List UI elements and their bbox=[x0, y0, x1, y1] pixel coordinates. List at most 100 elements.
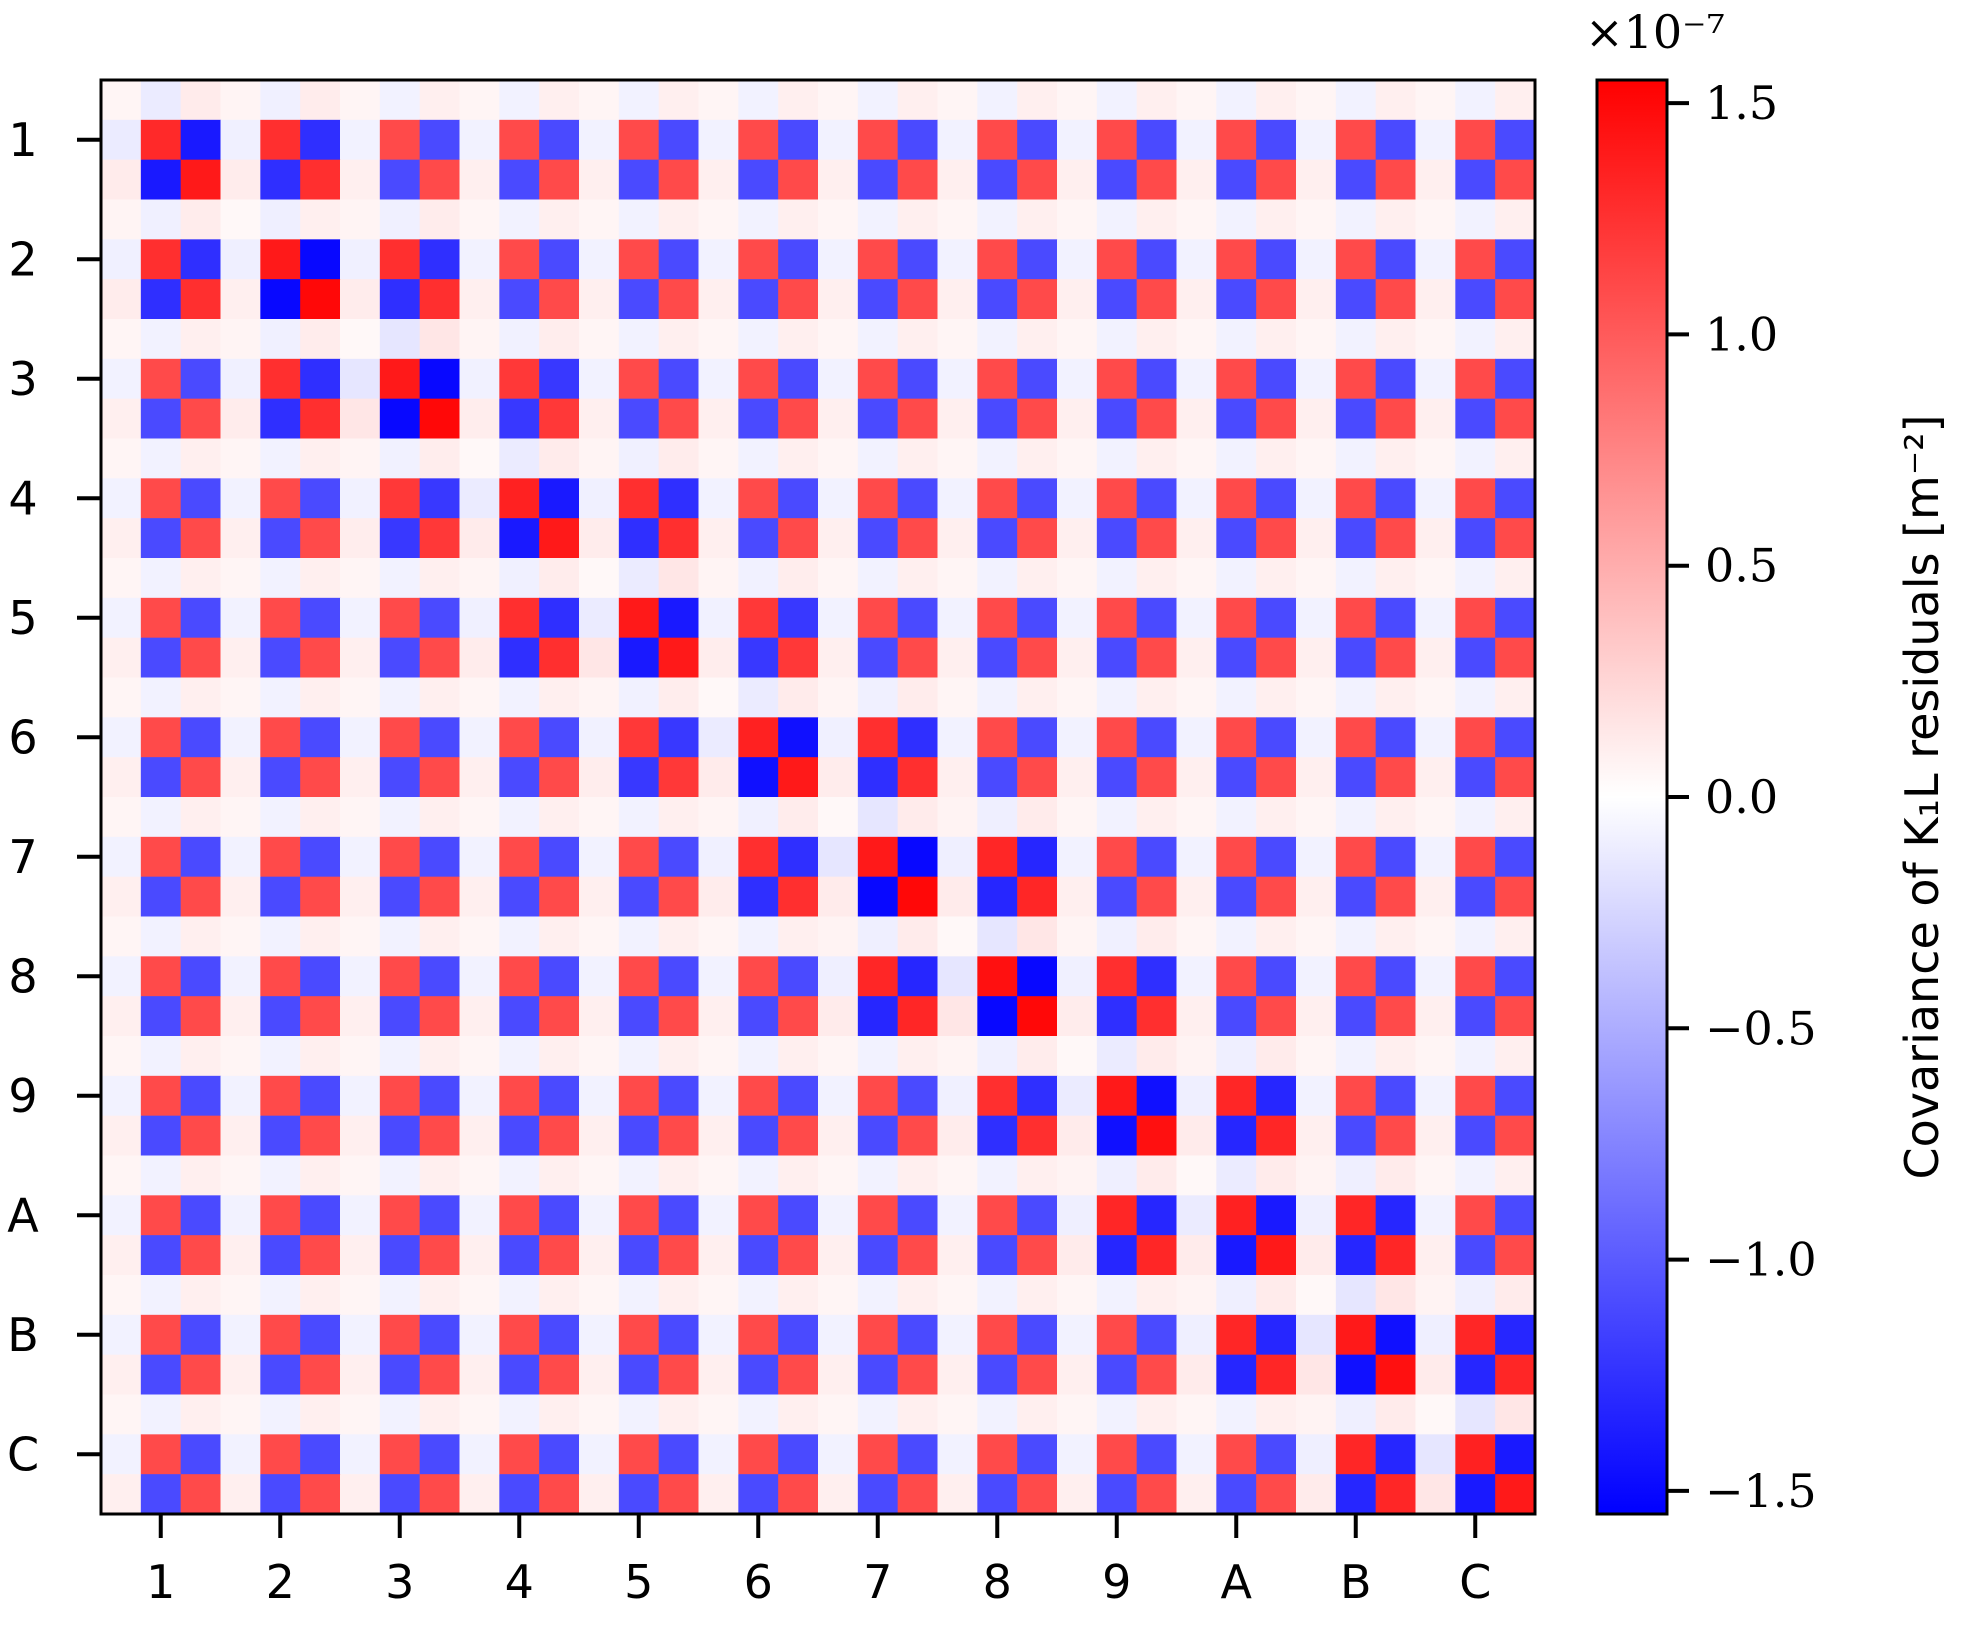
heatmap-cell bbox=[1495, 1195, 1536, 1236]
heatmap-cell bbox=[1415, 358, 1456, 400]
heatmap-cell bbox=[101, 1275, 142, 1316]
heatmap-cell bbox=[698, 876, 739, 918]
heatmap-cell bbox=[220, 717, 261, 758]
heatmap-cell bbox=[1455, 558, 1496, 599]
heatmap-cell bbox=[1495, 119, 1536, 161]
heatmap-cell bbox=[1096, 239, 1138, 280]
heatmap-cell bbox=[180, 1155, 222, 1196]
heatmap-cell bbox=[1176, 1314, 1217, 1356]
heatmap-cell bbox=[977, 956, 1018, 997]
heatmap-cell bbox=[1136, 119, 1178, 161]
heatmap-cell bbox=[539, 478, 580, 519]
heatmap-cell bbox=[1375, 1235, 1417, 1276]
heatmap-cell bbox=[260, 239, 301, 280]
heatmap-cell bbox=[1057, 797, 1098, 838]
heatmap-cell bbox=[260, 1394, 301, 1435]
heatmap-cell bbox=[459, 956, 500, 997]
x-tick-label: C bbox=[1459, 1555, 1491, 1609]
heatmap-cell bbox=[1216, 279, 1257, 320]
heatmap-cell bbox=[818, 1275, 859, 1316]
heatmap-cell bbox=[459, 558, 500, 599]
heatmap-cell bbox=[140, 757, 182, 798]
heatmap-cell bbox=[1256, 757, 1297, 798]
heatmap-cell bbox=[778, 478, 819, 519]
heatmap-cell bbox=[1256, 279, 1297, 320]
heatmap-cell bbox=[1296, 159, 1337, 201]
heatmap-cell bbox=[340, 279, 381, 320]
heatmap-cell bbox=[1455, 1354, 1496, 1396]
heatmap-cell bbox=[379, 1075, 421, 1117]
heatmap-cell bbox=[1176, 956, 1217, 997]
heatmap-cell bbox=[140, 956, 182, 997]
heatmap-cell bbox=[1136, 398, 1178, 440]
heatmap-cell bbox=[818, 1075, 859, 1117]
heatmap-cell bbox=[300, 279, 341, 320]
heatmap-cell bbox=[1495, 1474, 1536, 1515]
heatmap-cell bbox=[778, 677, 819, 718]
heatmap-cell bbox=[1335, 398, 1377, 440]
heatmap-cell bbox=[220, 119, 261, 161]
heatmap-cell bbox=[1296, 358, 1337, 400]
heatmap-cell bbox=[379, 279, 421, 320]
heatmap-cell bbox=[937, 1155, 978, 1196]
heatmap-cell bbox=[1057, 1036, 1098, 1077]
heatmap-cell bbox=[419, 956, 461, 997]
heatmap-cell bbox=[1296, 1434, 1337, 1475]
heatmap-cell bbox=[1455, 1235, 1496, 1276]
heatmap-cell bbox=[539, 717, 580, 758]
heatmap-cell bbox=[499, 836, 540, 878]
heatmap-cell bbox=[1296, 876, 1337, 918]
heatmap-cell bbox=[897, 1195, 939, 1236]
heatmap-cell bbox=[1296, 1155, 1337, 1196]
heatmap-cell bbox=[618, 1314, 660, 1356]
heatmap-cell bbox=[1216, 597, 1257, 639]
heatmap-cell bbox=[778, 398, 819, 440]
heatmap-cell bbox=[220, 757, 261, 798]
heatmap-cell bbox=[818, 677, 859, 718]
heatmap-cell bbox=[419, 876, 461, 918]
heatmap-cell bbox=[1096, 677, 1138, 718]
heatmap-cell bbox=[140, 1275, 182, 1316]
heatmap-cell bbox=[1017, 916, 1058, 957]
heatmap-cell bbox=[220, 1155, 261, 1196]
heatmap-cell bbox=[1096, 797, 1138, 838]
heatmap-cell bbox=[977, 1235, 1018, 1276]
heatmap-cell bbox=[937, 438, 978, 479]
heatmap-cell bbox=[579, 597, 620, 639]
heatmap-cell bbox=[698, 558, 739, 599]
heatmap-cell bbox=[260, 1434, 301, 1475]
heatmap-cell bbox=[1495, 876, 1536, 918]
heatmap-cell bbox=[1057, 239, 1098, 280]
heatmap-cell bbox=[698, 1195, 739, 1236]
heatmap-cell bbox=[459, 239, 500, 280]
heatmap-cell bbox=[539, 279, 580, 320]
heatmap-cell bbox=[618, 1275, 660, 1316]
heatmap-cell bbox=[698, 478, 739, 519]
heatmap-cell bbox=[1335, 478, 1377, 519]
heatmap-cell bbox=[658, 119, 700, 161]
heatmap-cell bbox=[1136, 80, 1178, 121]
heatmap-cell bbox=[1495, 478, 1536, 519]
heatmap-cell bbox=[419, 757, 461, 798]
heatmap-cell bbox=[818, 757, 859, 798]
heatmap-cell bbox=[937, 319, 978, 360]
heatmap-cell bbox=[1455, 1394, 1496, 1435]
heatmap-cell bbox=[897, 1036, 939, 1077]
heatmap-cell bbox=[579, 358, 620, 400]
heatmap-cell bbox=[300, 1434, 341, 1475]
heatmap-cell bbox=[977, 1036, 1018, 1077]
heatmap-cell bbox=[140, 1195, 182, 1236]
heatmap-cell bbox=[1296, 797, 1337, 838]
heatmap-cell bbox=[419, 518, 461, 559]
heatmap-cell bbox=[1375, 279, 1417, 320]
heatmap-cell bbox=[340, 1434, 381, 1475]
heatmap-cell bbox=[419, 159, 461, 201]
heatmap-cell bbox=[778, 1036, 819, 1077]
heatmap-cell bbox=[897, 438, 939, 479]
heatmap-cell bbox=[1096, 1314, 1138, 1356]
heatmap-cell bbox=[1057, 199, 1098, 240]
heatmap-cell bbox=[897, 159, 939, 201]
heatmap-cell bbox=[618, 956, 660, 997]
heatmap-cell bbox=[180, 279, 222, 320]
